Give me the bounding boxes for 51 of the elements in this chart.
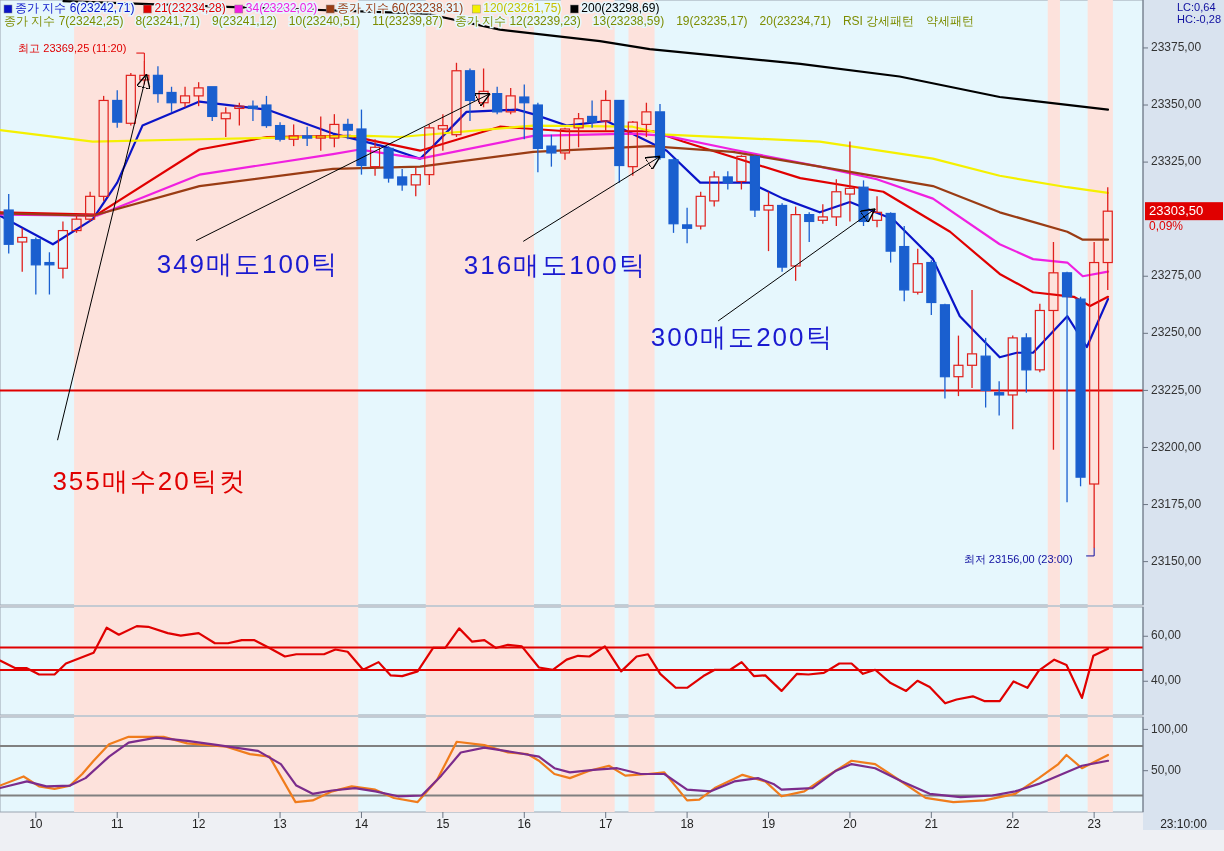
x-tick-label: 19: [761, 817, 776, 832]
annotation: 최고 23369,25 (11:20): [18, 41, 127, 54]
annotation: 300매도200틱: [650, 321, 834, 352]
legend-label: 120(23261,75): [483, 1, 562, 16]
x-tick-label: 16: [517, 817, 532, 832]
annotation: 9(23241,12): [212, 14, 277, 29]
annotation: 8(23241,71): [135, 14, 201, 29]
x-tick-label: 18: [680, 817, 695, 832]
annotation: 349매도100틱: [156, 249, 340, 280]
legend-label: 종가 지수 6(23242,71): [15, 1, 135, 16]
x-tick-label: 15: [436, 817, 450, 832]
text: 23303,50: [1149, 202, 1204, 218]
legend-label: 200(23298,69): [581, 1, 660, 16]
x-tick-label: 12: [191, 817, 206, 832]
y-tick-label: 23200,00: [1151, 439, 1202, 454]
y-tick-label: 23150,00: [1151, 553, 1202, 568]
y-tick-label: 23225,00: [1151, 382, 1202, 397]
x-tick-label: 22: [1006, 817, 1020, 832]
x-tick-label: 23: [1087, 817, 1102, 832]
annotation: 355매수20틱컷: [52, 466, 247, 497]
y-tick-label: 23375,00: [1151, 40, 1202, 55]
annotation: 최저 23156,00 (23:00): [963, 552, 1073, 565]
x-tick-label: 10: [29, 817, 43, 832]
y-tick-label: 23175,00: [1151, 496, 1202, 511]
y-tick-label: 23325,00: [1151, 154, 1202, 169]
annotation: RSI 강세패턴: [842, 14, 915, 29]
x-tick-label: 13: [273, 817, 288, 832]
annotations: 23:10:00: [1160, 817, 1207, 832]
annotation: 19(23235,17): [676, 14, 748, 29]
y-tick-label: 60,00: [1151, 628, 1182, 643]
annotation: 11(23239,87): [372, 14, 443, 29]
x-tick-label: 17: [599, 817, 613, 832]
x-tick-label: 20: [843, 817, 857, 832]
text: HC:-0,28: [1177, 12, 1222, 25]
y-tick-label: 40,00: [1151, 673, 1182, 688]
y-tick-label: 23275,00: [1151, 268, 1202, 283]
x-tick-label: 21: [924, 817, 939, 832]
y-tick-label: 23250,00: [1151, 325, 1202, 340]
annotation: 10(23240,51): [288, 14, 361, 29]
text: LC:0,64: [1177, 0, 1216, 13]
annotation: 316매도100틱: [463, 250, 647, 281]
annotation: 약세패턴: [926, 14, 975, 29]
annotation: 20(23234,71): [759, 14, 831, 29]
x-tick-label: 11: [111, 817, 124, 832]
x-tick-label: 14: [354, 817, 369, 832]
y-tick-label: 100,00: [1151, 721, 1189, 736]
annotation: 종가 지수 7(23242,25): [4, 14, 124, 29]
y-tick-label: 23350,00: [1151, 97, 1202, 112]
text: 0,09%: [1149, 219, 1184, 234]
annotation: 13(23238,59): [592, 14, 665, 29]
y-tick-label: 50,00: [1151, 762, 1182, 777]
